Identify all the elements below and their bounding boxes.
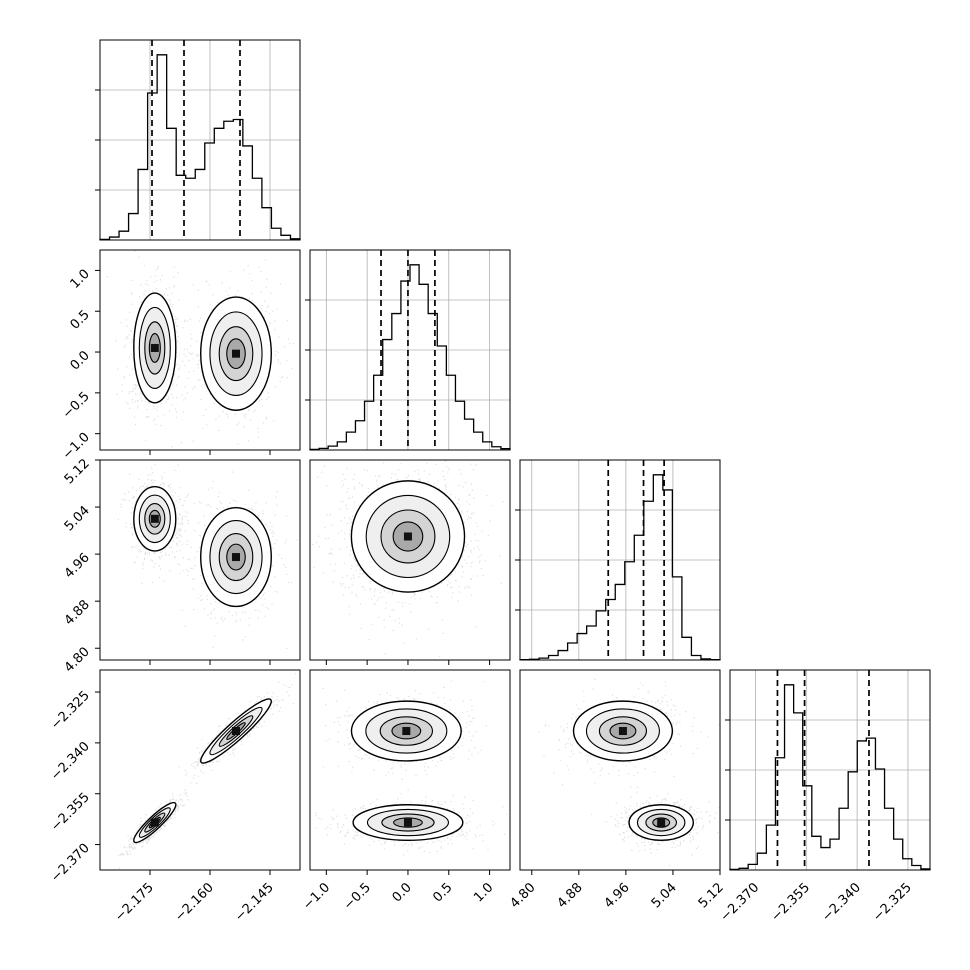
histogram-panel-3 (515, 459, 721, 661)
panel-frame (519, 459, 721, 661)
y-tick-label: 5.04 (62, 503, 93, 534)
y-tick-label: −2.370 (48, 841, 93, 886)
x-tick-label: 4.88 (555, 880, 586, 911)
x-tick-label: 4.80 (508, 880, 539, 911)
panel-frame (309, 669, 511, 871)
y-tick-label: 4.96 (62, 550, 93, 581)
x-tick-label: 0.5 (430, 880, 455, 905)
density-peak (232, 349, 240, 358)
scatter-points (315, 680, 508, 856)
y-tick-label: 5.12 (62, 456, 93, 487)
panel-frame (99, 39, 301, 241)
histogram-step (309, 264, 511, 450)
x-tick-label: −2.160 (172, 880, 217, 925)
x-tick-label: −2.355 (768, 880, 813, 925)
panel-frame (99, 669, 301, 871)
density-peak (150, 818, 159, 827)
histogram-step (519, 474, 721, 661)
x-tick-label: −2.325 (870, 880, 915, 925)
y-tick-label: −2.355 (48, 790, 93, 835)
panel-frame (99, 249, 301, 451)
y-tick-label: −2.325 (48, 688, 93, 733)
y-tick-label: −0.5 (60, 389, 93, 422)
y-tick-label: 1.0 (68, 267, 93, 292)
y-tick-label: 4.88 (62, 597, 93, 628)
density-peak (403, 818, 412, 827)
x-tick-label: 1.0 (471, 880, 496, 905)
histogram-panel-1 (95, 39, 301, 241)
density-panel-3-1 (95, 459, 301, 665)
histogram-step (729, 684, 931, 871)
density-peak (657, 818, 666, 827)
y-tick-label: 0.0 (68, 348, 93, 373)
y-tick-label: −1.0 (60, 430, 93, 463)
x-tick-label: −2.175 (112, 880, 157, 925)
panel-frame (519, 669, 721, 871)
density-peak (150, 343, 159, 352)
y-tick-label: 4.80 (62, 644, 93, 675)
density-panel-2-1 (95, 249, 301, 455)
density-panel-4-1 (95, 669, 301, 875)
panel-frame (99, 459, 301, 661)
density-peak (618, 727, 627, 736)
y-tick-label: −2.340 (48, 739, 93, 784)
x-tick-label: −1.0 (300, 880, 333, 913)
x-tick-label: −2.340 (819, 880, 864, 925)
density-panel-4-2 (309, 669, 511, 875)
x-tick-label: −0.5 (341, 880, 374, 913)
density-peak (232, 553, 240, 562)
scatter-points (118, 673, 300, 869)
x-tick-label: 0.0 (390, 880, 415, 905)
panel-frame (729, 669, 931, 871)
y-tick-label: 0.5 (68, 307, 93, 332)
density-peak (232, 727, 240, 736)
density-panel-3-2 (309, 459, 511, 665)
density-peak (403, 532, 412, 541)
x-tick-label: −2.370 (718, 880, 763, 925)
density-peak (150, 514, 159, 523)
panel-frame (309, 249, 511, 451)
histogram-panel-4 (725, 669, 931, 871)
density-panel-4-3 (519, 669, 721, 875)
histogram-step (99, 54, 301, 241)
x-tick-label: 5.04 (649, 880, 680, 911)
histogram-panel-2 (305, 249, 511, 451)
x-tick-label: 4.96 (602, 880, 633, 911)
panel-frame (309, 459, 511, 661)
density-peak (402, 727, 411, 736)
x-tick-label: 5.12 (696, 880, 727, 911)
x-tick-label: −2.145 (232, 880, 277, 925)
